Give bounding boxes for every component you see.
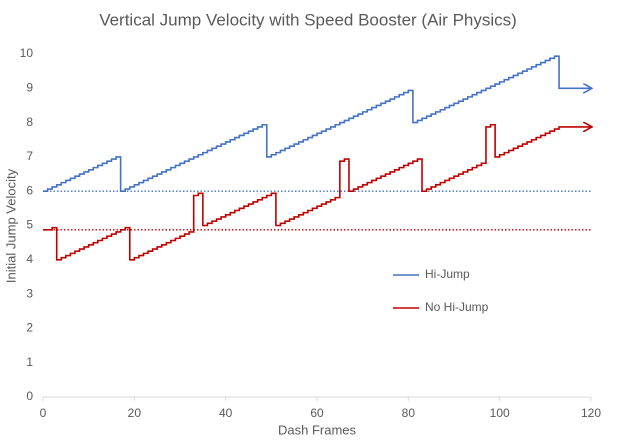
x-tick-label: 60 bbox=[310, 406, 324, 420]
series-line bbox=[43, 125, 591, 261]
x-tick-label: 80 bbox=[402, 406, 416, 420]
y-tick-label: 1 bbox=[26, 355, 33, 369]
legend-label: No Hi-Jump bbox=[425, 300, 489, 314]
y-tick-label: 5 bbox=[26, 218, 33, 232]
y-tick-label: 3 bbox=[26, 286, 33, 300]
y-tick-label: 8 bbox=[26, 115, 33, 129]
x-tick-label: 0 bbox=[40, 406, 47, 420]
y-tick-label: 7 bbox=[26, 149, 33, 163]
x-tick-label: 120 bbox=[581, 406, 601, 420]
y-tick-label: 6 bbox=[26, 183, 33, 197]
x-axis-title: Dash Frames bbox=[278, 422, 357, 437]
y-tick-label: 10 bbox=[20, 46, 34, 60]
y-tick-label: 0 bbox=[26, 389, 33, 403]
legend-label: Hi-Jump bbox=[425, 267, 470, 281]
x-tick-label: 20 bbox=[128, 406, 142, 420]
chart-title: Vertical Jump Velocity with Speed Booste… bbox=[99, 10, 517, 29]
x-tick-label: 100 bbox=[490, 406, 510, 420]
x-tick-label: 40 bbox=[219, 406, 233, 420]
y-tick-label: 4 bbox=[26, 252, 33, 266]
y-axis-title: Initial Jump Velocity bbox=[3, 168, 18, 283]
y-tick-label: 2 bbox=[26, 321, 33, 335]
y-tick-label: 9 bbox=[26, 80, 33, 94]
series-line bbox=[43, 55, 591, 192]
